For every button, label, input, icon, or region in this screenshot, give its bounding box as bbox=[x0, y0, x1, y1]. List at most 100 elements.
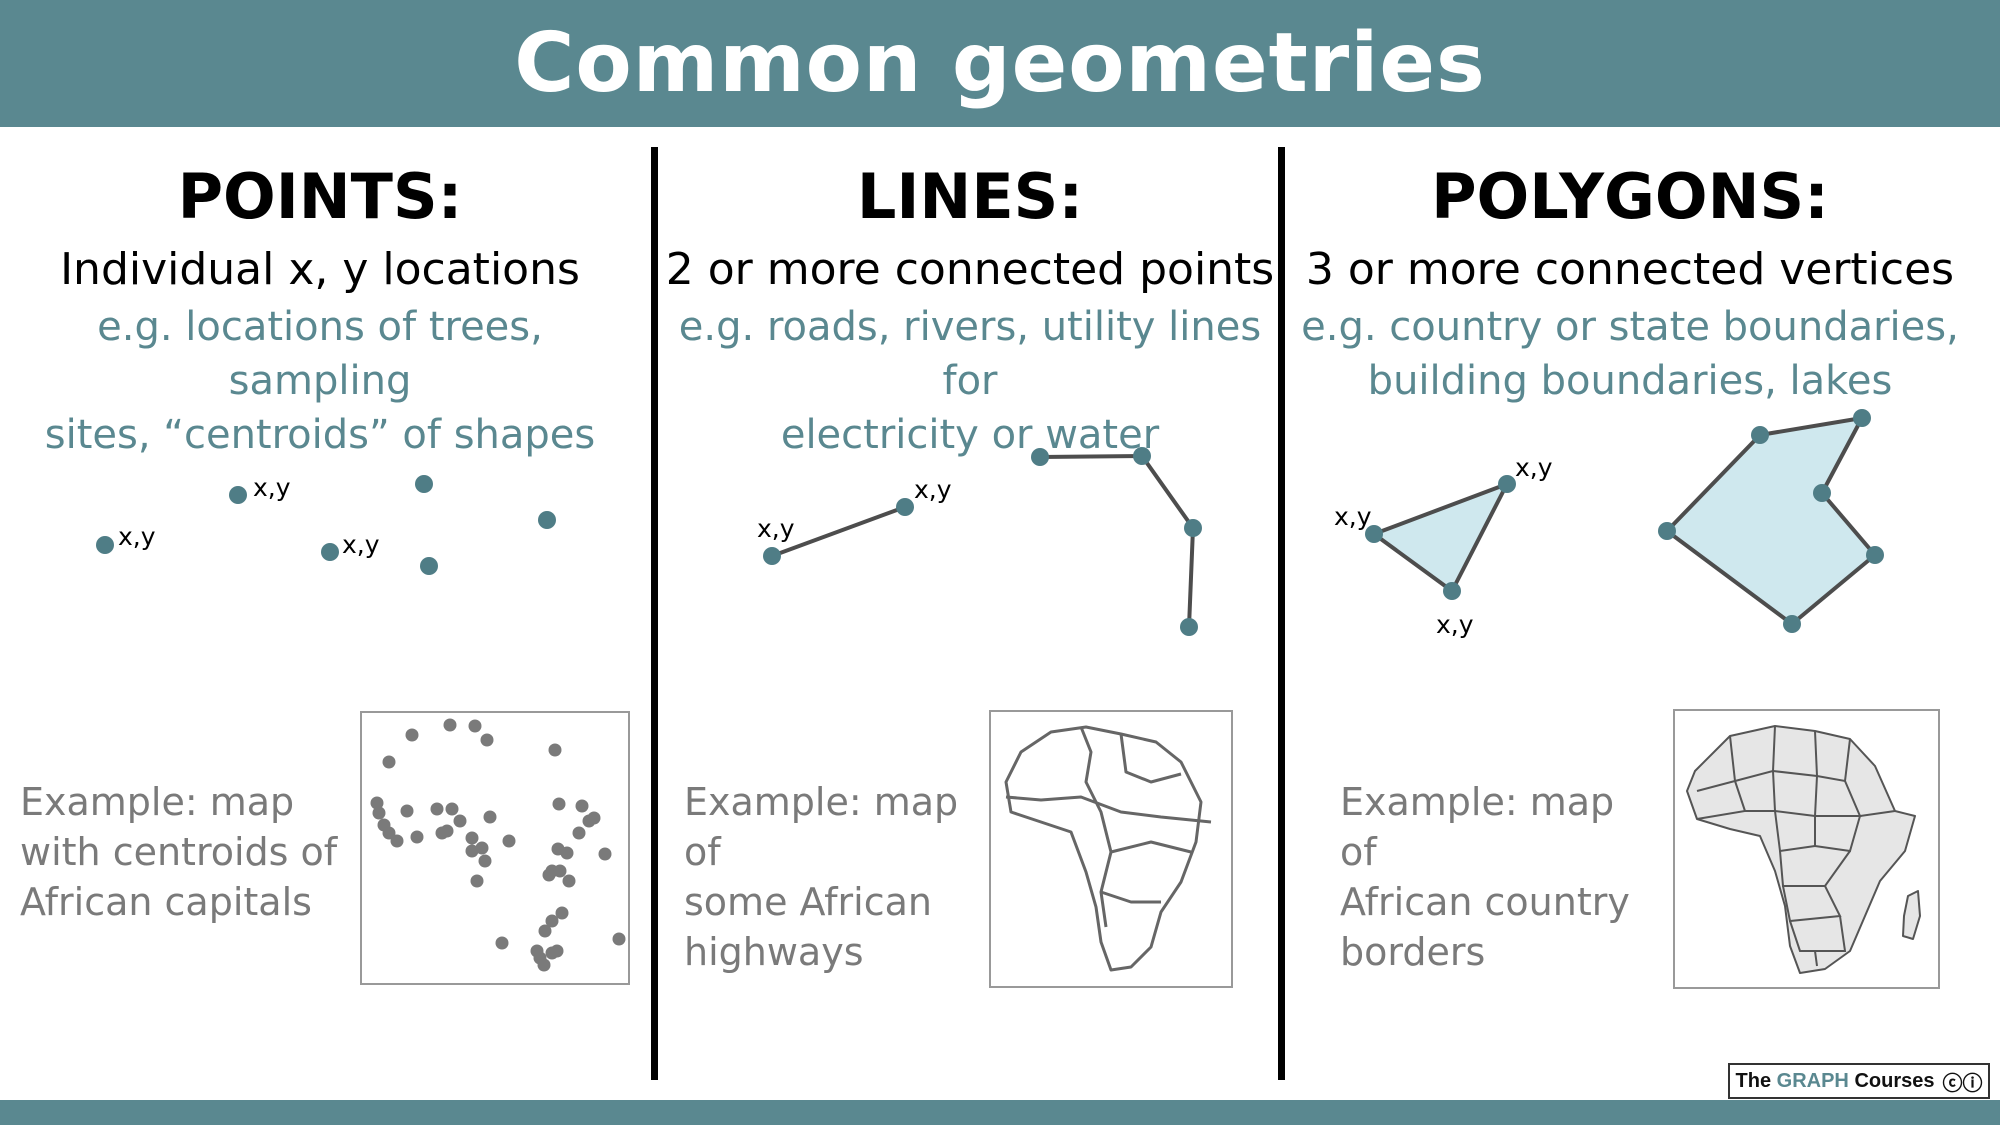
capital-dot bbox=[453, 814, 467, 828]
points-column: POINTS: Individual x, y locations e.g. l… bbox=[0, 160, 640, 462]
border-line-11 bbox=[1779, 850, 1851, 887]
highways-route-3 bbox=[1119, 733, 1182, 784]
footer-bar bbox=[0, 1100, 2000, 1125]
point-5 bbox=[538, 511, 556, 529]
border-line-9 bbox=[1774, 810, 1816, 853]
capital-dot bbox=[598, 847, 612, 861]
complex-vertex-3 bbox=[1853, 409, 1871, 427]
capital-dot bbox=[562, 874, 576, 888]
title-bar: Common geometries bbox=[0, 0, 2000, 127]
complex-vertex-2 bbox=[1751, 426, 1769, 444]
complex-vertex-6 bbox=[1783, 615, 1801, 633]
line-2-vertex-4 bbox=[1180, 618, 1198, 636]
capital-dot bbox=[400, 804, 414, 818]
page-title: Common geometries bbox=[514, 16, 1486, 111]
polygon-triangle bbox=[1372, 482, 1509, 593]
lines-caption-line3: highways bbox=[684, 930, 864, 974]
border-line-10 bbox=[1814, 810, 1896, 853]
line-1-vertex-a bbox=[763, 547, 781, 565]
highways-route-1 bbox=[1079, 726, 1113, 928]
border-line-12 bbox=[1782, 885, 1842, 923]
column-divider-right bbox=[1278, 147, 1285, 1080]
badge-word-the: The bbox=[1735, 1069, 1772, 1092]
polygons-map-caption: Example: map of African country borders bbox=[1340, 777, 1660, 977]
borders-polygons bbox=[1686, 725, 1921, 974]
point-4 bbox=[415, 475, 433, 493]
line-2-vertex-1 bbox=[1031, 448, 1049, 466]
points-heading: POINTS: bbox=[177, 160, 463, 233]
polygons-heading: POLYGONS: bbox=[1431, 160, 1829, 233]
column-divider-left bbox=[651, 147, 658, 1080]
lines-map-caption: Example: map of some African highways bbox=[684, 777, 1004, 977]
triangle-label-3: x,y bbox=[1436, 610, 1474, 639]
points-caption-line3: African capitals bbox=[20, 880, 312, 924]
points-examples-line2: sites, “centroids” of shapes bbox=[44, 412, 596, 458]
polygons-caption-line1: Example: map of bbox=[1340, 780, 1615, 874]
point-1 bbox=[96, 536, 114, 554]
capital-dot bbox=[553, 864, 567, 878]
capital-dot bbox=[382, 755, 396, 769]
capital-dot bbox=[495, 936, 509, 950]
highways-route-5 bbox=[1100, 890, 1161, 904]
lines-diagram: x,y x,y bbox=[757, 447, 1202, 636]
points-diagram: x,y x,y x,y bbox=[96, 473, 556, 575]
capital-dot bbox=[538, 924, 552, 938]
points-caption-line1: Example: map bbox=[20, 780, 295, 824]
capital-dot bbox=[430, 802, 444, 816]
capital-dot bbox=[465, 831, 479, 845]
polygon-complex bbox=[1665, 416, 1877, 626]
capital-dot bbox=[390, 834, 404, 848]
point-2 bbox=[229, 486, 247, 504]
capital-dot bbox=[483, 810, 497, 824]
lines-heading: LINES: bbox=[856, 160, 1084, 233]
highways-route-2 bbox=[1005, 795, 1212, 824]
triangle-label-2: x,y bbox=[1515, 453, 1553, 482]
capital-dot bbox=[372, 806, 386, 820]
badge-word-courses: Courses bbox=[1854, 1069, 1935, 1092]
point-3 bbox=[321, 543, 339, 561]
madagascar bbox=[1902, 890, 1921, 940]
lines-examples-line2: electricity or water bbox=[780, 412, 1160, 458]
capital-dot bbox=[478, 854, 492, 868]
points-examples-line1: e.g. locations of trees, sampling bbox=[97, 304, 543, 404]
points-subtitle: Individual x, y locations bbox=[60, 244, 580, 295]
highways-route-4 bbox=[1110, 840, 1192, 854]
points-caption-line2: with centroids of bbox=[20, 830, 338, 874]
lines-caption-line1: Example: map of bbox=[684, 780, 959, 874]
capital-dot bbox=[587, 811, 601, 825]
capital-dot bbox=[542, 868, 556, 882]
capital-dot bbox=[612, 932, 626, 946]
polygons-examples-line2: building boundaries, lakes bbox=[1367, 358, 1893, 404]
capital-dot bbox=[572, 826, 586, 840]
triangle-vertex-1 bbox=[1365, 525, 1383, 543]
capital-dot bbox=[545, 914, 559, 928]
line-2-vertex-2 bbox=[1133, 447, 1151, 465]
complex-vertex-4 bbox=[1813, 484, 1831, 502]
capital-dot bbox=[468, 719, 482, 733]
highways-lines bbox=[1004, 725, 1212, 972]
capital-dot bbox=[548, 743, 562, 757]
highways-map bbox=[989, 710, 1233, 988]
polygons-column: POLYGONS: 3 or more connected vertices e… bbox=[1300, 160, 1960, 408]
creative-commons-icon: ⓒⓘ bbox=[1942, 1072, 1983, 1095]
capital-dot bbox=[405, 728, 419, 742]
capital-dot bbox=[443, 718, 457, 732]
capital-dot bbox=[475, 841, 489, 855]
border-line-13 bbox=[1789, 915, 1847, 952]
borders-map bbox=[1673, 709, 1940, 989]
capital-dot bbox=[370, 796, 384, 810]
triangle-vertex-3 bbox=[1443, 582, 1461, 600]
capital-dot bbox=[445, 802, 459, 816]
capitals-map bbox=[360, 711, 630, 985]
borders-continent-outline bbox=[1686, 725, 1916, 974]
polygons-caption-line2: African country bbox=[1340, 880, 1630, 924]
capital-dot bbox=[502, 834, 516, 848]
capital-dot bbox=[537, 958, 551, 972]
line-1-label-b: x,y bbox=[914, 475, 952, 504]
lines-column: LINES: 2 or more connected points e.g. r… bbox=[660, 160, 1280, 462]
complex-vertex-5 bbox=[1866, 546, 1884, 564]
lines-subtitle: 2 or more connected points bbox=[665, 244, 1275, 295]
lines-examples-line1: e.g. roads, rivers, utility lines for bbox=[678, 304, 1262, 404]
capitals-centroids bbox=[370, 718, 626, 972]
polygons-subtitle: 3 or more connected vertices bbox=[1305, 244, 1955, 295]
